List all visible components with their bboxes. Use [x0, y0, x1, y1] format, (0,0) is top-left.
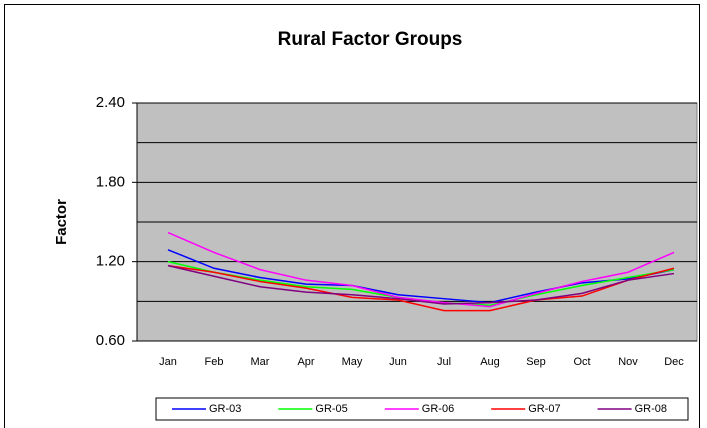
x-tick-label: Aug: [480, 356, 500, 368]
x-tick-label: Apr: [297, 356, 314, 368]
legend-label: GR-06: [422, 403, 454, 415]
legend-label: GR-05: [315, 403, 347, 415]
x-tick-label: May: [342, 356, 363, 368]
y-axis-label: Factor: [53, 199, 70, 245]
line-series: [167, 264, 675, 312]
x-tick-label: Jan: [159, 356, 177, 368]
line-series: [167, 249, 675, 304]
legend-label: GR-08: [635, 403, 667, 415]
y-tick-label: 1.80: [96, 173, 125, 190]
legend-box: [155, 397, 689, 421]
x-tick-label: Jun: [389, 356, 407, 368]
x-tick-label: Dec: [664, 356, 684, 368]
line-series: [167, 231, 675, 308]
x-tick-label: Feb: [205, 356, 224, 368]
x-tick-label: Jul: [437, 356, 451, 368]
x-tick-label: Mar: [251, 356, 270, 368]
y-tick-label: 2.40: [96, 94, 125, 111]
y-tick-label: 1.20: [96, 253, 125, 270]
chart-title: Rural Factor Groups: [278, 29, 463, 50]
line-series: [167, 264, 675, 305]
x-tick-label: Sep: [526, 356, 546, 368]
y-tick-label: 0.60: [96, 332, 125, 349]
x-tick-label: Nov: [618, 356, 638, 368]
x-tick-label: Oct: [573, 356, 590, 368]
legend-label: GR-03: [209, 403, 241, 415]
legend-label: GR-07: [528, 403, 560, 415]
